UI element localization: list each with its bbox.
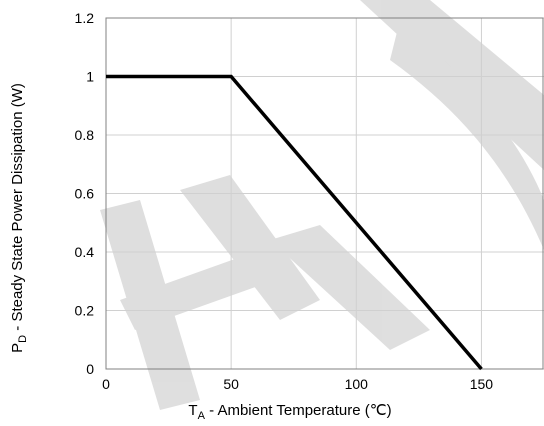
y-tick-label: 0.2 [75,303,95,319]
series-layer [106,74,483,371]
x-axis-label: TA - Ambient Temperature (℃) [188,402,391,421]
y-tick-label: 0.8 [75,127,95,143]
plot-area [105,17,544,370]
x-tick-label: 50 [223,376,239,392]
y-axis-label: PD - Steady State Power Dissipation (W) [9,83,29,353]
y-tick-label: 0.6 [75,186,95,202]
x-tick-label: 0 [102,376,110,392]
y-tick-label: 0 [86,361,94,377]
y-tick-label: 1.2 [75,10,95,26]
x-axis-ticks: 0 50 100 150 [102,376,493,392]
y-tick-label: 1 [86,69,94,85]
y-tick-label: 0.4 [75,244,95,260]
y-axis-ticks: 0 0.2 0.4 0.6 0.8 1 1.2 [75,10,95,377]
x-tick-label: 150 [470,376,494,392]
watermark-graphic [100,0,544,410]
series-line [106,74,483,371]
x-tick-label: 100 [345,376,369,392]
